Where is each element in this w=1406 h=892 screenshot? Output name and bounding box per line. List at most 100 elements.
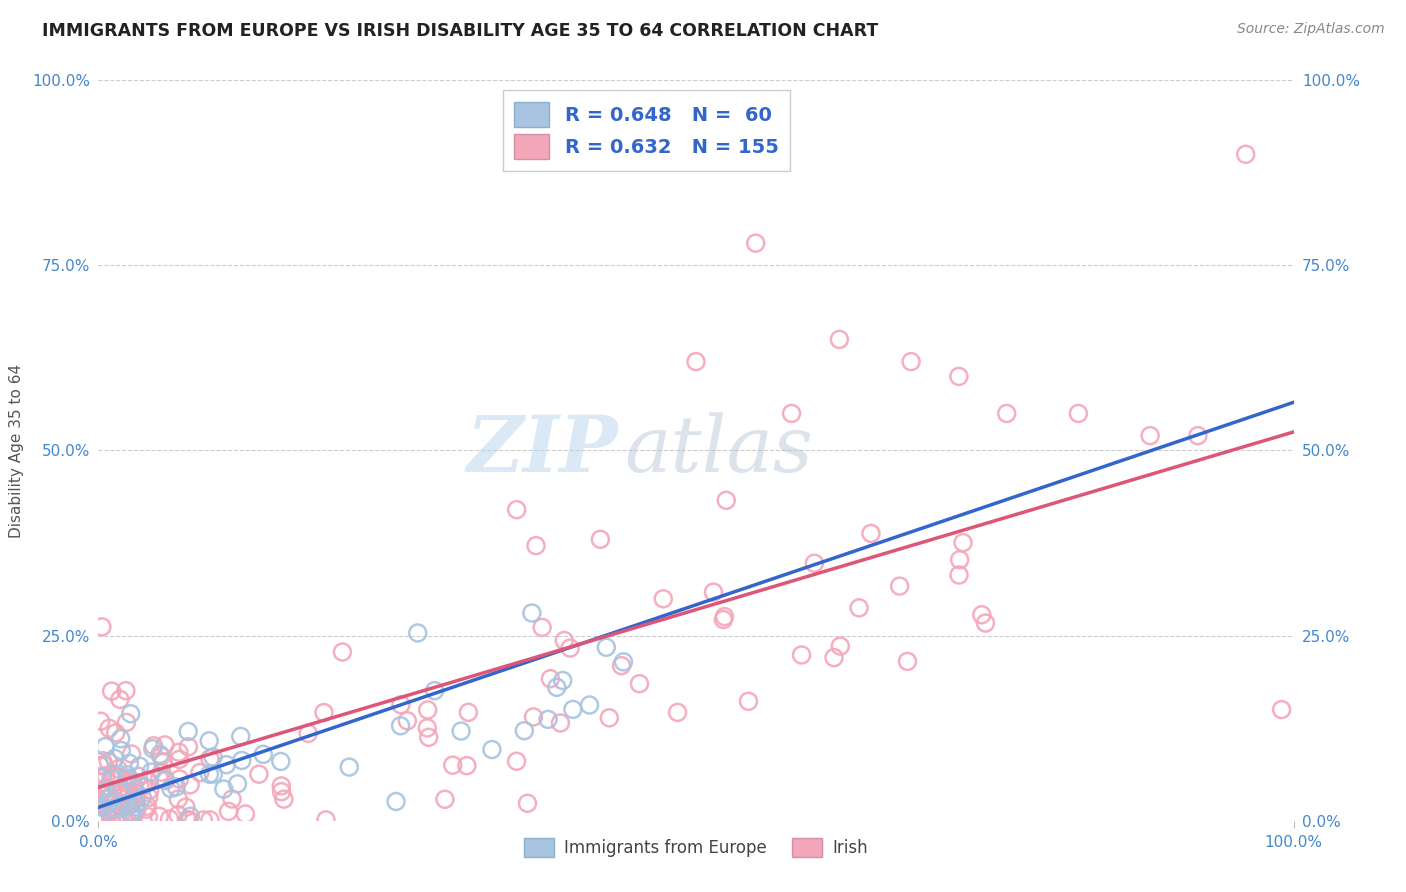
Point — [745, 236, 768, 251]
Point — [520, 606, 543, 620]
Point — [202, 767, 225, 781]
Point — [174, 800, 197, 814]
Point — [110, 813, 132, 827]
Point — [188, 765, 211, 780]
Point — [138, 810, 160, 824]
Point — [193, 813, 215, 827]
Point — [803, 556, 825, 570]
Point — [524, 539, 547, 553]
Point — [418, 731, 440, 745]
Point — [550, 716, 572, 731]
Point — [91, 809, 114, 823]
Point — [513, 723, 536, 738]
Point — [169, 752, 191, 766]
Point — [235, 807, 257, 822]
Point — [612, 655, 634, 669]
Point — [1187, 428, 1209, 442]
Point — [433, 792, 456, 806]
Point — [89, 758, 111, 772]
Point — [952, 535, 974, 549]
Point — [558, 641, 581, 656]
Point — [595, 640, 617, 655]
Point — [90, 786, 112, 800]
Point — [128, 759, 150, 773]
Point — [948, 369, 970, 384]
Point — [628, 676, 651, 690]
Point — [396, 714, 419, 728]
Point — [589, 533, 612, 547]
Point — [995, 407, 1018, 421]
Point — [115, 683, 138, 698]
Point — [652, 591, 675, 606]
Point — [231, 754, 253, 768]
Point — [948, 568, 970, 582]
Point — [104, 751, 127, 765]
Point — [159, 781, 181, 796]
Point — [112, 813, 135, 827]
Point — [457, 706, 479, 720]
Point — [103, 801, 125, 815]
Point — [169, 772, 191, 786]
Point — [970, 607, 993, 622]
Point — [104, 726, 127, 740]
Point — [159, 812, 181, 826]
Point — [711, 613, 734, 627]
Point — [149, 747, 172, 762]
Point — [93, 758, 115, 772]
Point — [148, 809, 170, 823]
Point — [149, 772, 172, 786]
Point — [179, 809, 201, 823]
Point — [101, 771, 124, 785]
Point — [423, 683, 446, 698]
Point — [198, 752, 221, 766]
Point — [177, 739, 200, 754]
Point — [90, 714, 112, 729]
Point — [124, 792, 146, 806]
Point — [389, 719, 412, 733]
Point — [823, 650, 845, 665]
Point — [167, 792, 190, 806]
Point — [112, 788, 135, 802]
Point — [315, 813, 337, 827]
Point — [505, 754, 527, 768]
Point — [100, 813, 122, 827]
Point — [150, 765, 173, 780]
Point — [553, 633, 575, 648]
Point — [122, 793, 145, 807]
Point — [125, 797, 148, 811]
Point — [91, 754, 114, 768]
Point — [98, 795, 121, 809]
Point — [127, 769, 149, 783]
Point — [176, 813, 198, 827]
Point — [115, 715, 138, 730]
Point — [101, 766, 124, 780]
Point — [167, 745, 190, 759]
Point — [98, 790, 121, 805]
Point — [221, 792, 243, 806]
Point — [481, 742, 503, 756]
Point — [531, 620, 554, 634]
Point — [142, 739, 165, 753]
Point — [389, 698, 412, 712]
Point — [104, 769, 127, 783]
Point — [120, 807, 142, 822]
Point — [91, 800, 114, 814]
Point — [108, 771, 131, 785]
Point — [91, 771, 114, 785]
Point — [100, 813, 122, 827]
Point — [179, 813, 201, 827]
Point — [120, 797, 142, 811]
Point — [152, 756, 174, 770]
Point — [416, 721, 439, 735]
Point — [332, 645, 354, 659]
Point — [153, 738, 176, 752]
Point — [406, 626, 429, 640]
Point — [125, 787, 148, 801]
Point — [120, 773, 142, 788]
Point — [118, 786, 141, 800]
Point — [416, 703, 439, 717]
Point — [702, 585, 724, 599]
Point — [441, 758, 464, 772]
Point — [94, 739, 117, 754]
Point — [104, 795, 127, 809]
